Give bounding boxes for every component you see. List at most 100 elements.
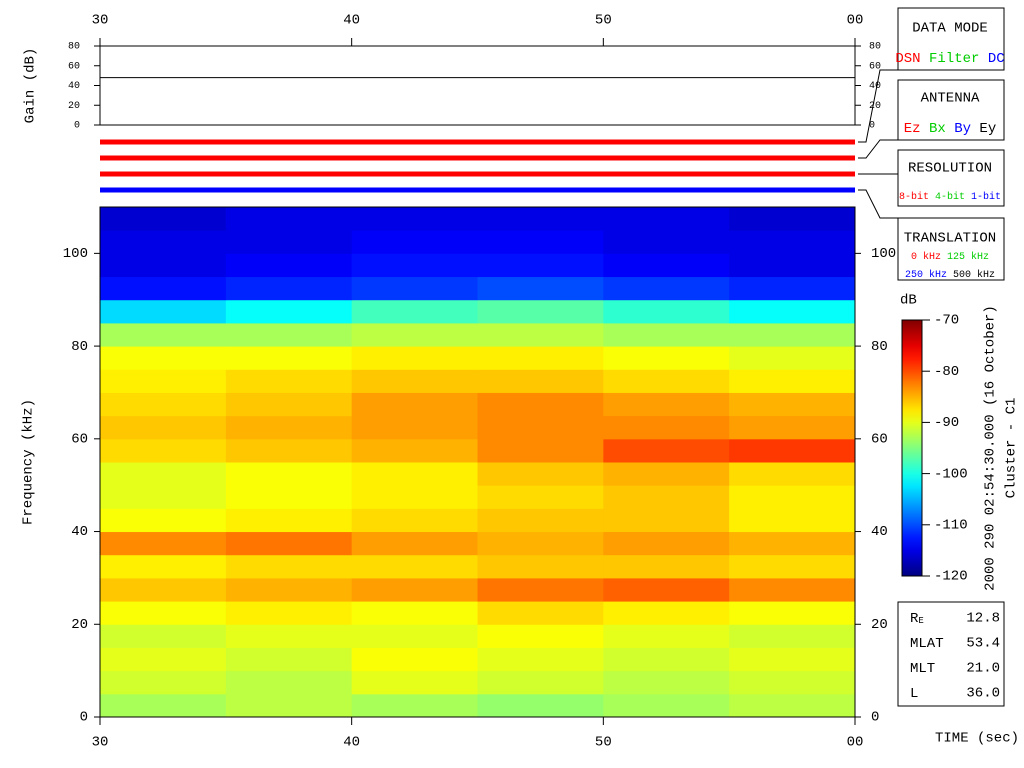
option-row: DSN Filter DC (895, 51, 1004, 67)
spectrogram-cell (729, 531, 856, 556)
spectrogram-cell (225, 253, 353, 278)
spectrogram-cell (351, 299, 478, 324)
spectrogram-cell (477, 601, 604, 625)
spectrogram-cell (603, 508, 730, 533)
spectrogram-cell (729, 647, 856, 672)
y-tick-label: 60 (869, 61, 881, 72)
spectrogram-cell (351, 276, 478, 301)
spectrogram-cell (477, 462, 604, 486)
spectrogram-cell (100, 322, 227, 347)
option: DC (988, 51, 1005, 67)
spectrogram-cell (477, 438, 604, 463)
option-row: 0 kHz 125 kHz (911, 251, 989, 263)
spectrogram-cell (225, 647, 353, 672)
y-tick-label: 60 (68, 61, 80, 72)
x-tick-label: 50 (595, 13, 612, 29)
spectrogram-cell (603, 693, 730, 718)
spectrogram-cell (100, 601, 227, 625)
spectrogram-cell (477, 230, 604, 254)
spectrogram-cell (100, 577, 227, 602)
spectrogram-cell (729, 508, 856, 533)
option: Ey (979, 121, 996, 137)
plot-frame (99, 45, 856, 126)
spacecraft: Cluster - C1 (1004, 398, 1020, 499)
y-tick-label: 0 (80, 710, 88, 726)
colorbar-label: dB (900, 293, 917, 309)
connector (858, 69, 898, 143)
spectrogram-cell (100, 230, 227, 254)
spectrogram-cell (729, 624, 856, 648)
y-tick-label: 0 (871, 710, 879, 726)
option-row: 8-bit 4-bit 1-bit (899, 191, 1001, 203)
y-tick-label: 20 (869, 101, 881, 112)
y-tick-label: 100 (871, 246, 896, 262)
data-mode-box (897, 7, 1005, 71)
y-tick-label: 40 (68, 81, 80, 92)
y-tick-label: 60 (871, 432, 888, 448)
spectrogram-cell (729, 369, 856, 393)
panel-title: DATA MODE (912, 21, 988, 37)
x-tick-label: 30 (92, 13, 109, 29)
spectrogram-cell (729, 485, 856, 509)
option: 1-bit (971, 191, 1001, 203)
spectrogram-cell (603, 392, 730, 417)
spectrogram-cell (729, 554, 856, 579)
spectrogram-cell (351, 670, 478, 695)
spectrogram-cell (225, 670, 353, 695)
spectrogram-cell (225, 207, 353, 231)
spectrogram-cell (351, 369, 478, 393)
spectrogram-cell (603, 485, 730, 509)
spectrogram-cell (477, 508, 604, 533)
y-tick-label: 40 (869, 81, 881, 92)
y-tick-label: 80 (71, 339, 88, 355)
spectrogram-cell (729, 253, 856, 278)
spectrogram-cell (729, 462, 856, 486)
x-tick-label: 00 (847, 735, 864, 751)
spectrogram-cell (100, 670, 227, 695)
spectrogram-cell (225, 346, 353, 370)
spectrogram-cell (351, 253, 478, 278)
spectrogram-cell (729, 601, 856, 625)
colorbar-tick-label: -90 (934, 415, 959, 431)
spectrogram-cell (729, 346, 856, 370)
y-axis-label: Gain (dB) (23, 48, 39, 124)
spectrogram-cell (100, 485, 227, 509)
spectrogram-cell (225, 485, 353, 509)
spectrogram-cell (100, 624, 227, 648)
spectrogram-cell (603, 531, 730, 556)
x-tick-label: 00 (847, 13, 864, 29)
option: 250 kHz (905, 269, 947, 281)
spectrogram-cell (729, 415, 856, 440)
spectrogram-cell (225, 230, 353, 254)
spectrogram-cell (603, 207, 730, 231)
option: 8-bit (899, 191, 929, 203)
y-tick-label: 20 (68, 101, 80, 112)
spectrogram-cell (100, 369, 227, 393)
spectrogram-cell (100, 276, 227, 301)
spectrogram-cell (477, 346, 604, 370)
plot-frame (99, 206, 856, 718)
option: Ez (904, 121, 921, 137)
spectrogram-cell (100, 647, 227, 672)
y-tick-label: 80 (68, 42, 80, 53)
spectrogram-cell (351, 346, 478, 370)
spectrogram-cell (729, 230, 856, 254)
spectrogram-cell (100, 554, 227, 579)
y-tick-label: 100 (63, 246, 88, 262)
y-tick-label: 0 (869, 121, 875, 132)
x-tick-label: 50 (595, 735, 612, 751)
colorbar (901, 319, 923, 577)
spectrogram-cell (603, 577, 730, 602)
spectrogram-cell (603, 322, 730, 347)
y-tick-label: 0 (74, 121, 80, 132)
spectrogram-cell (729, 299, 856, 324)
spectrogram-cell (603, 647, 730, 672)
spectrogram-cell (100, 207, 227, 231)
info-label-sub: E (918, 616, 923, 626)
spectrogram-cell (351, 207, 478, 231)
spectrogram-cell (351, 392, 478, 417)
spectrogram-cell (477, 531, 604, 556)
option: 0 kHz (911, 251, 941, 263)
spectrogram-cell (477, 276, 604, 301)
spectrogram-cell (603, 230, 730, 254)
